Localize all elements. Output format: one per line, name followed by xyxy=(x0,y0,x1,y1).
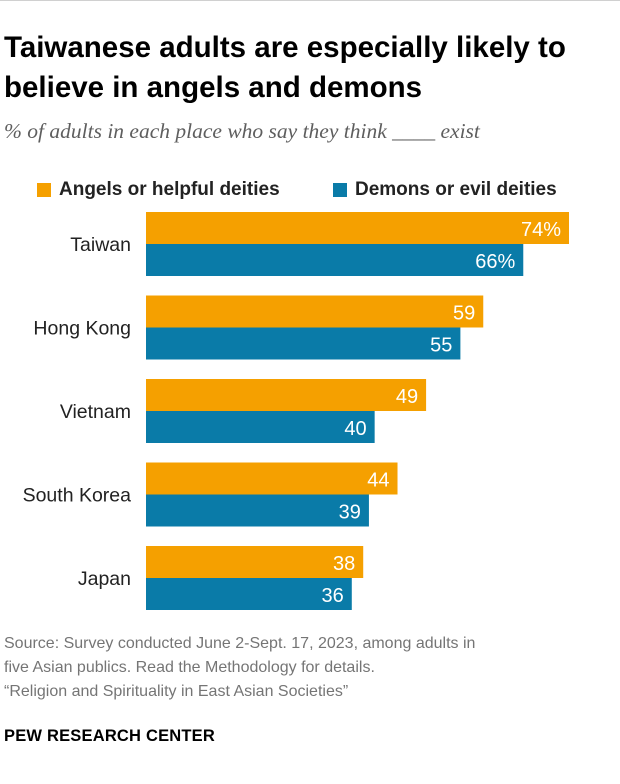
legend-swatch-demons xyxy=(333,183,347,197)
value-label-demons-hong-kong: 55 xyxy=(430,335,452,357)
bar-angels-vietnam xyxy=(146,379,427,411)
category-label-hong-kong: Hong Kong xyxy=(33,318,131,340)
value-label-angels-taiwan: 74% xyxy=(521,219,561,241)
pew-logo-text: PEW RESEARCH CENTER xyxy=(4,727,215,745)
bar-demons-taiwan xyxy=(146,244,524,276)
source-line-1: Source: Survey conducted June 2-Sept. 17… xyxy=(4,635,476,652)
value-label-angels-south-korea: 44 xyxy=(367,470,389,492)
top-rule xyxy=(0,0,620,1)
value-label-angels-hong-kong: 59 xyxy=(453,303,475,325)
bar-demons-hong-kong xyxy=(146,327,461,360)
bar-demons-japan xyxy=(146,578,352,610)
value-label-demons-japan: 36 xyxy=(322,585,344,607)
category-label-taiwan: Taiwan xyxy=(70,234,131,256)
legend-label-demons: Demons or evil deities xyxy=(355,179,557,200)
bar-angels-south-korea xyxy=(146,462,398,495)
chart-subtitle: % of adults in each place who say they t… xyxy=(4,119,480,143)
category-label-south-korea: South Korea xyxy=(23,485,132,507)
bar-angels-taiwan xyxy=(146,212,569,244)
value-label-angels-japan: 38 xyxy=(333,553,355,575)
value-label-angels-vietnam: 49 xyxy=(396,386,418,408)
legend-label-angels: Angels or helpful deities xyxy=(59,179,280,200)
legend-swatch-angels xyxy=(37,183,51,197)
bar-angels-hong-kong xyxy=(146,295,484,328)
chart-title: Taiwanese adults are especially likely t… xyxy=(4,31,566,104)
legend-item-demons: Demons or evil deities xyxy=(333,178,557,202)
source-line-2: five Asian publics. Read the Methodology… xyxy=(4,659,375,676)
category-label-japan: Japan xyxy=(78,568,131,590)
category-label-vietnam: Vietnam xyxy=(60,401,131,423)
bar-demons-south-korea xyxy=(146,494,369,527)
bar-demons-vietnam xyxy=(146,411,375,443)
value-label-demons-taiwan: 66% xyxy=(475,251,515,273)
report-title: “Religion and Spirituality in East Asian… xyxy=(4,683,349,700)
bar-angels-japan xyxy=(146,546,364,578)
value-label-demons-vietnam: 40 xyxy=(344,418,366,440)
legend-item-angels: Angels or helpful deities xyxy=(37,178,280,202)
source-note: Source: Survey conducted June 2-Sept. 17… xyxy=(4,632,616,704)
value-label-demons-south-korea: 39 xyxy=(339,502,361,524)
